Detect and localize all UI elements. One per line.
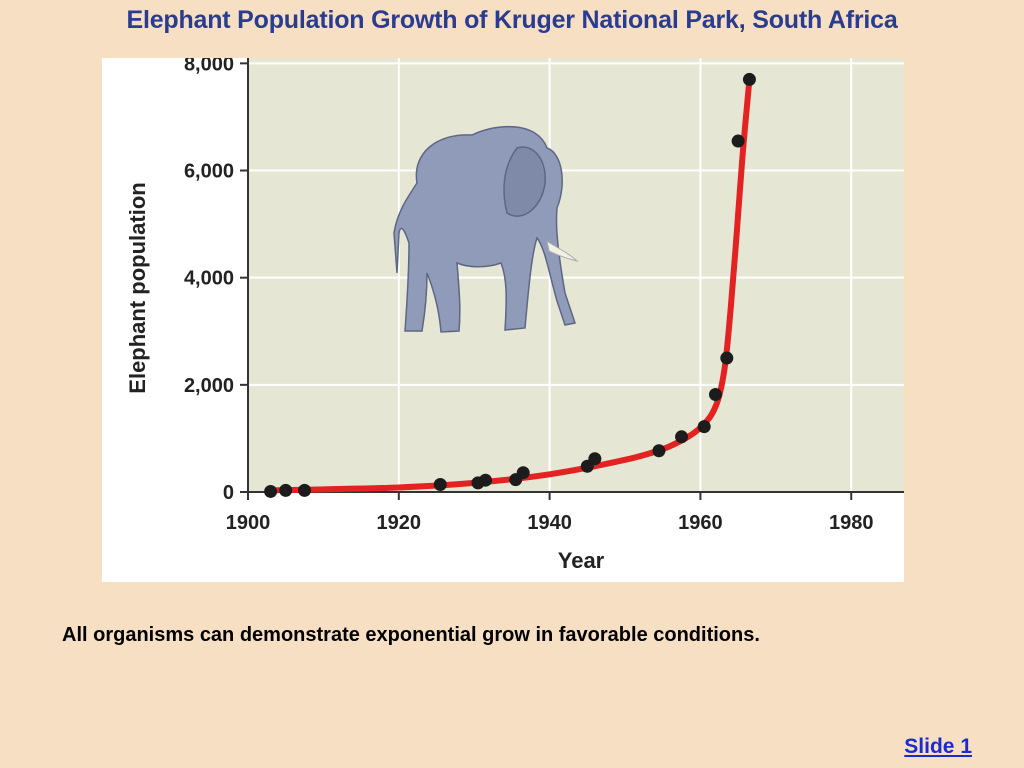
- x-tick-label: 1900: [226, 512, 271, 534]
- x-axis-label: Year: [558, 548, 605, 573]
- slide-1-link[interactable]: Slide 1: [904, 735, 972, 758]
- data-point: [731, 134, 745, 148]
- y-axis-ticks: 0 2,000 4,000 6,000 8,000: [184, 58, 248, 504]
- data-point: [298, 483, 312, 497]
- x-tick-label: 1980: [829, 512, 874, 534]
- data-point: [652, 444, 666, 458]
- plot-area: [248, 58, 904, 492]
- y-tick-label: 2,000: [184, 375, 234, 397]
- data-point: [479, 473, 493, 487]
- data-point: [588, 452, 602, 466]
- data-point: [264, 484, 278, 498]
- data-point: [742, 72, 756, 86]
- data-point: [675, 430, 689, 444]
- y-tick-label: 6,000: [184, 161, 234, 183]
- y-tick-label: 0: [223, 482, 234, 504]
- x-tick-label: 1940: [527, 512, 572, 534]
- slide-caption: All organisms can demonstrate exponentia…: [62, 624, 760, 646]
- x-tick-label: 1920: [377, 512, 422, 534]
- y-axis-label: Elephant population: [125, 182, 150, 393]
- data-point: [279, 483, 293, 497]
- chart-panel: 0 2,000 4,000 6,000 8,000 1900 1920 1940 1960 19…: [102, 58, 904, 582]
- exponential-trend-curve: [267, 76, 753, 494]
- y-tick-label: 4,000: [184, 268, 234, 290]
- data-point: [697, 420, 711, 434]
- x-tick-label: 1960: [678, 512, 723, 534]
- elephant-icon: [393, 125, 579, 333]
- y-tick-label: 8,000: [184, 58, 234, 75]
- data-point: [433, 477, 447, 491]
- x-axis-ticks: 1900 1920 1940 1960 1980: [226, 492, 874, 534]
- data-point: [708, 387, 722, 401]
- data-points: [264, 72, 756, 498]
- data-point: [516, 466, 530, 480]
- data-point: [720, 351, 734, 365]
- slide-title: Elephant Population Growth of Kruger Nat…: [126, 6, 898, 34]
